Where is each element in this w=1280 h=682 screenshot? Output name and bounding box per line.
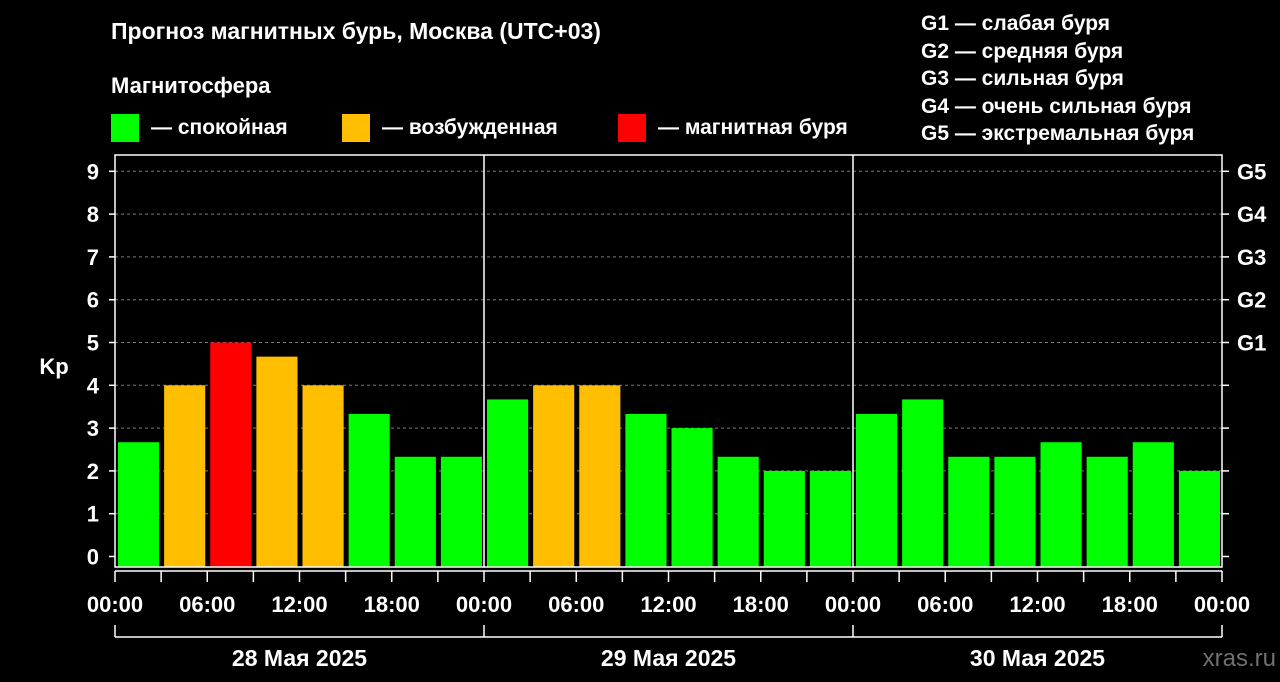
y-tick-label: 4 — [87, 373, 100, 398]
y-tick-label: 6 — [87, 288, 99, 313]
axes: 0 1 2 3 4 5 6 7 8 9 G1 G2 G3 G4 G5 00:00 06:00 12:00 18:00… — [87, 154, 1267, 671]
x-tick-label: 12:00 — [1009, 592, 1065, 617]
kp-bar — [210, 342, 252, 567]
kp-bar — [533, 385, 575, 567]
legend-swatch-active — [342, 114, 370, 142]
g-scale-label: G2 — [1237, 288, 1266, 313]
x-tick-label: 18:00 — [1102, 592, 1158, 617]
storm-scale-g2: G2 — средняя буря — [921, 39, 1124, 63]
x-tick-label: 00:00 — [456, 592, 512, 617]
x-tick-label: 06:00 — [917, 592, 973, 617]
storm-scale-g3: G3 — сильная буря — [921, 67, 1124, 90]
x-tick-label: 00:00 — [825, 592, 881, 617]
legend-label-quiet: — спокойная — [151, 116, 288, 139]
g-scale-label: G1 — [1237, 331, 1266, 356]
y-tick-label: 2 — [87, 459, 99, 484]
storm-scale-legend: G1 — слабая буря G2 — средняя буря G3 — … — [921, 10, 1194, 148]
kp-bar — [717, 456, 759, 567]
x-tick-label: 12:00 — [271, 592, 327, 617]
storm-scale-g1: G1 — слабая буря — [921, 12, 1111, 35]
kp-bar — [302, 385, 344, 567]
chart-title: Прогноз магнитных бурь, Москва (UTC+03) — [111, 18, 601, 44]
kp-bar — [579, 385, 621, 567]
storm-scale-g5: G5 — экстремальная буря — [921, 122, 1195, 145]
kp-bar — [348, 413, 390, 567]
kp-bar — [902, 399, 944, 567]
storm-scale-g4: G4 — очень сильная буря — [921, 94, 1192, 118]
kp-bar — [671, 428, 713, 567]
kp-bar — [625, 413, 667, 567]
watermark: xras.ru — [1202, 645, 1276, 672]
grid-lines — [115, 170, 1222, 515]
x-tick-label: 00:00 — [1194, 592, 1250, 617]
kp-bar — [1040, 442, 1082, 567]
legend-label-active: — возбужденная — [382, 116, 558, 139]
kp-bar — [1086, 456, 1128, 567]
kp-bar — [948, 456, 990, 567]
y-tick-label: 5 — [87, 331, 99, 356]
day-label: 29 Мая 2025 — [601, 645, 736, 671]
day-label: 30 Мая 2025 — [970, 645, 1105, 671]
y-tick-label: 9 — [87, 159, 99, 184]
y-tick-label: 0 — [87, 545, 99, 570]
x-tick-label: 12:00 — [640, 592, 696, 617]
x-tick-label: 18:00 — [733, 592, 789, 617]
legend-swatch-quiet — [111, 114, 139, 142]
day-label: 28 Мая 2025 — [232, 645, 367, 671]
kp-bar — [256, 356, 298, 567]
kp-bar — [118, 442, 160, 567]
y-tick-label: 3 — [87, 416, 99, 441]
kp-bar — [394, 456, 436, 567]
kp-bar — [994, 456, 1036, 567]
kp-bar — [1178, 470, 1220, 567]
kp-bar — [440, 456, 482, 567]
g-scale-label: G4 — [1237, 202, 1267, 227]
x-tick-label: 00:00 — [87, 592, 143, 617]
y-tick-label: 1 — [87, 502, 99, 527]
plot-frame — [114, 154, 1223, 568]
legend-item-quiet: — спокойная — [111, 114, 288, 142]
y-tick-label: 7 — [87, 245, 99, 270]
g-scale-label: G5 — [1237, 159, 1266, 184]
y-axis-label: Kp — [39, 354, 68, 379]
activity-legend: — спокойная — возбужденная — магнитная б… — [0, 114, 1280, 144]
legend-item-active: — возбужденная — [342, 114, 558, 142]
kp-bar — [487, 399, 529, 567]
kp-bar — [164, 385, 206, 567]
x-tick-label: 06:00 — [179, 592, 235, 617]
x-tick-label: 06:00 — [548, 592, 604, 617]
y-tick-label: 8 — [87, 202, 99, 227]
kp-bar — [763, 470, 805, 567]
x-tick-label: 18:00 — [364, 592, 420, 617]
legend-label-storm: — магнитная буря — [658, 116, 848, 139]
kp-bar — [856, 413, 898, 567]
legend-item-storm: — магнитная буря — [618, 114, 848, 142]
magnetosphere-label: Магнитосфера — [111, 73, 271, 98]
g-scale-label: G3 — [1237, 245, 1266, 270]
legend-swatch-storm — [618, 114, 646, 142]
bars — [118, 342, 1220, 567]
kp-bar — [809, 470, 851, 567]
kp-bar — [1132, 442, 1174, 567]
